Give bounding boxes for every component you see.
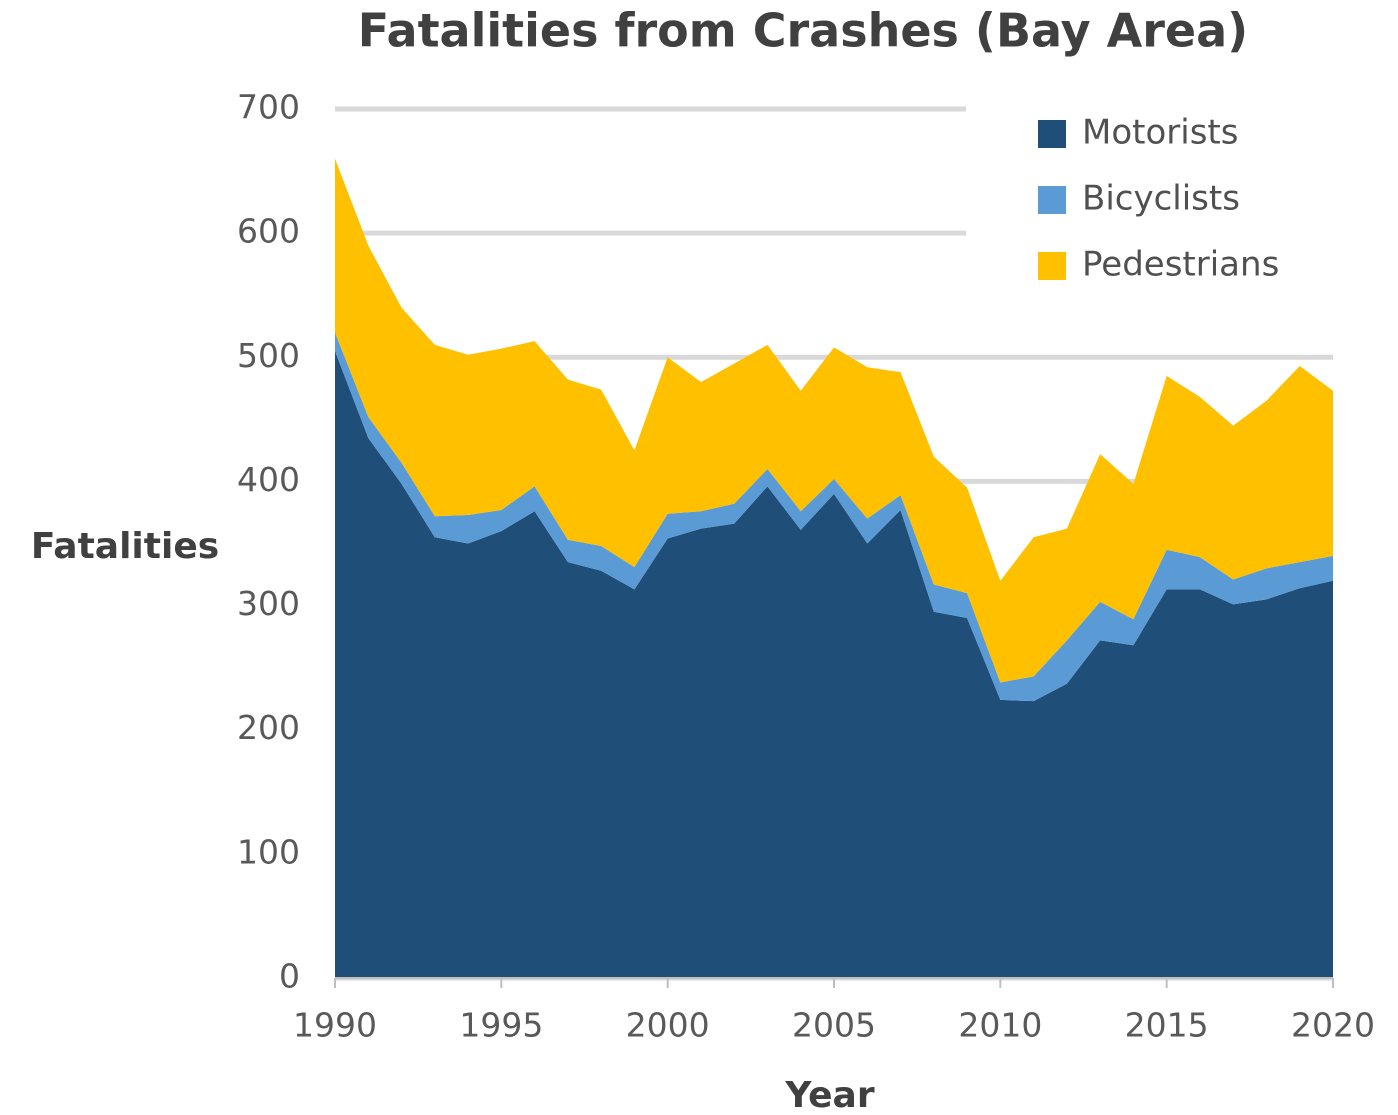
x-axis-label: Year [784, 1075, 874, 1115]
legend-label: Motorists [1082, 113, 1238, 153]
legend-swatch [1038, 120, 1066, 148]
y-tick-label: 100 [237, 832, 300, 871]
y-tick-label: 700 [237, 88, 300, 127]
y-tick-label: 300 [237, 584, 300, 623]
y-tick-label: 200 [237, 708, 300, 747]
y-axis-label: Fatalities [31, 526, 219, 567]
legend-box [966, 95, 1386, 295]
y-tick-label: 400 [237, 460, 300, 499]
x-tick-label: 1995 [459, 1006, 543, 1045]
area [335, 351, 1333, 978]
legend-swatch [1038, 186, 1066, 214]
x-tick-label: 2015 [1125, 1006, 1209, 1045]
legend-swatch [1038, 252, 1066, 280]
y-tick-label: 500 [237, 336, 300, 375]
x-tick-label: 1990 [293, 1006, 377, 1045]
x-tick-label: 2010 [958, 1006, 1042, 1045]
chart-title: Fatalities from Crashes (Bay Area) [358, 4, 1248, 58]
area [335, 158, 1333, 683]
x-tick-label: 2020 [1291, 1006, 1375, 1045]
y-tick-label: 600 [237, 212, 300, 251]
x-tick-label: 2005 [792, 1006, 876, 1045]
x-tick-label: 2000 [626, 1006, 710, 1045]
y-tick-label: 0 [279, 957, 300, 996]
legend-label: Bicyclists [1082, 179, 1240, 219]
legend-label: Pedestrians [1082, 245, 1279, 285]
